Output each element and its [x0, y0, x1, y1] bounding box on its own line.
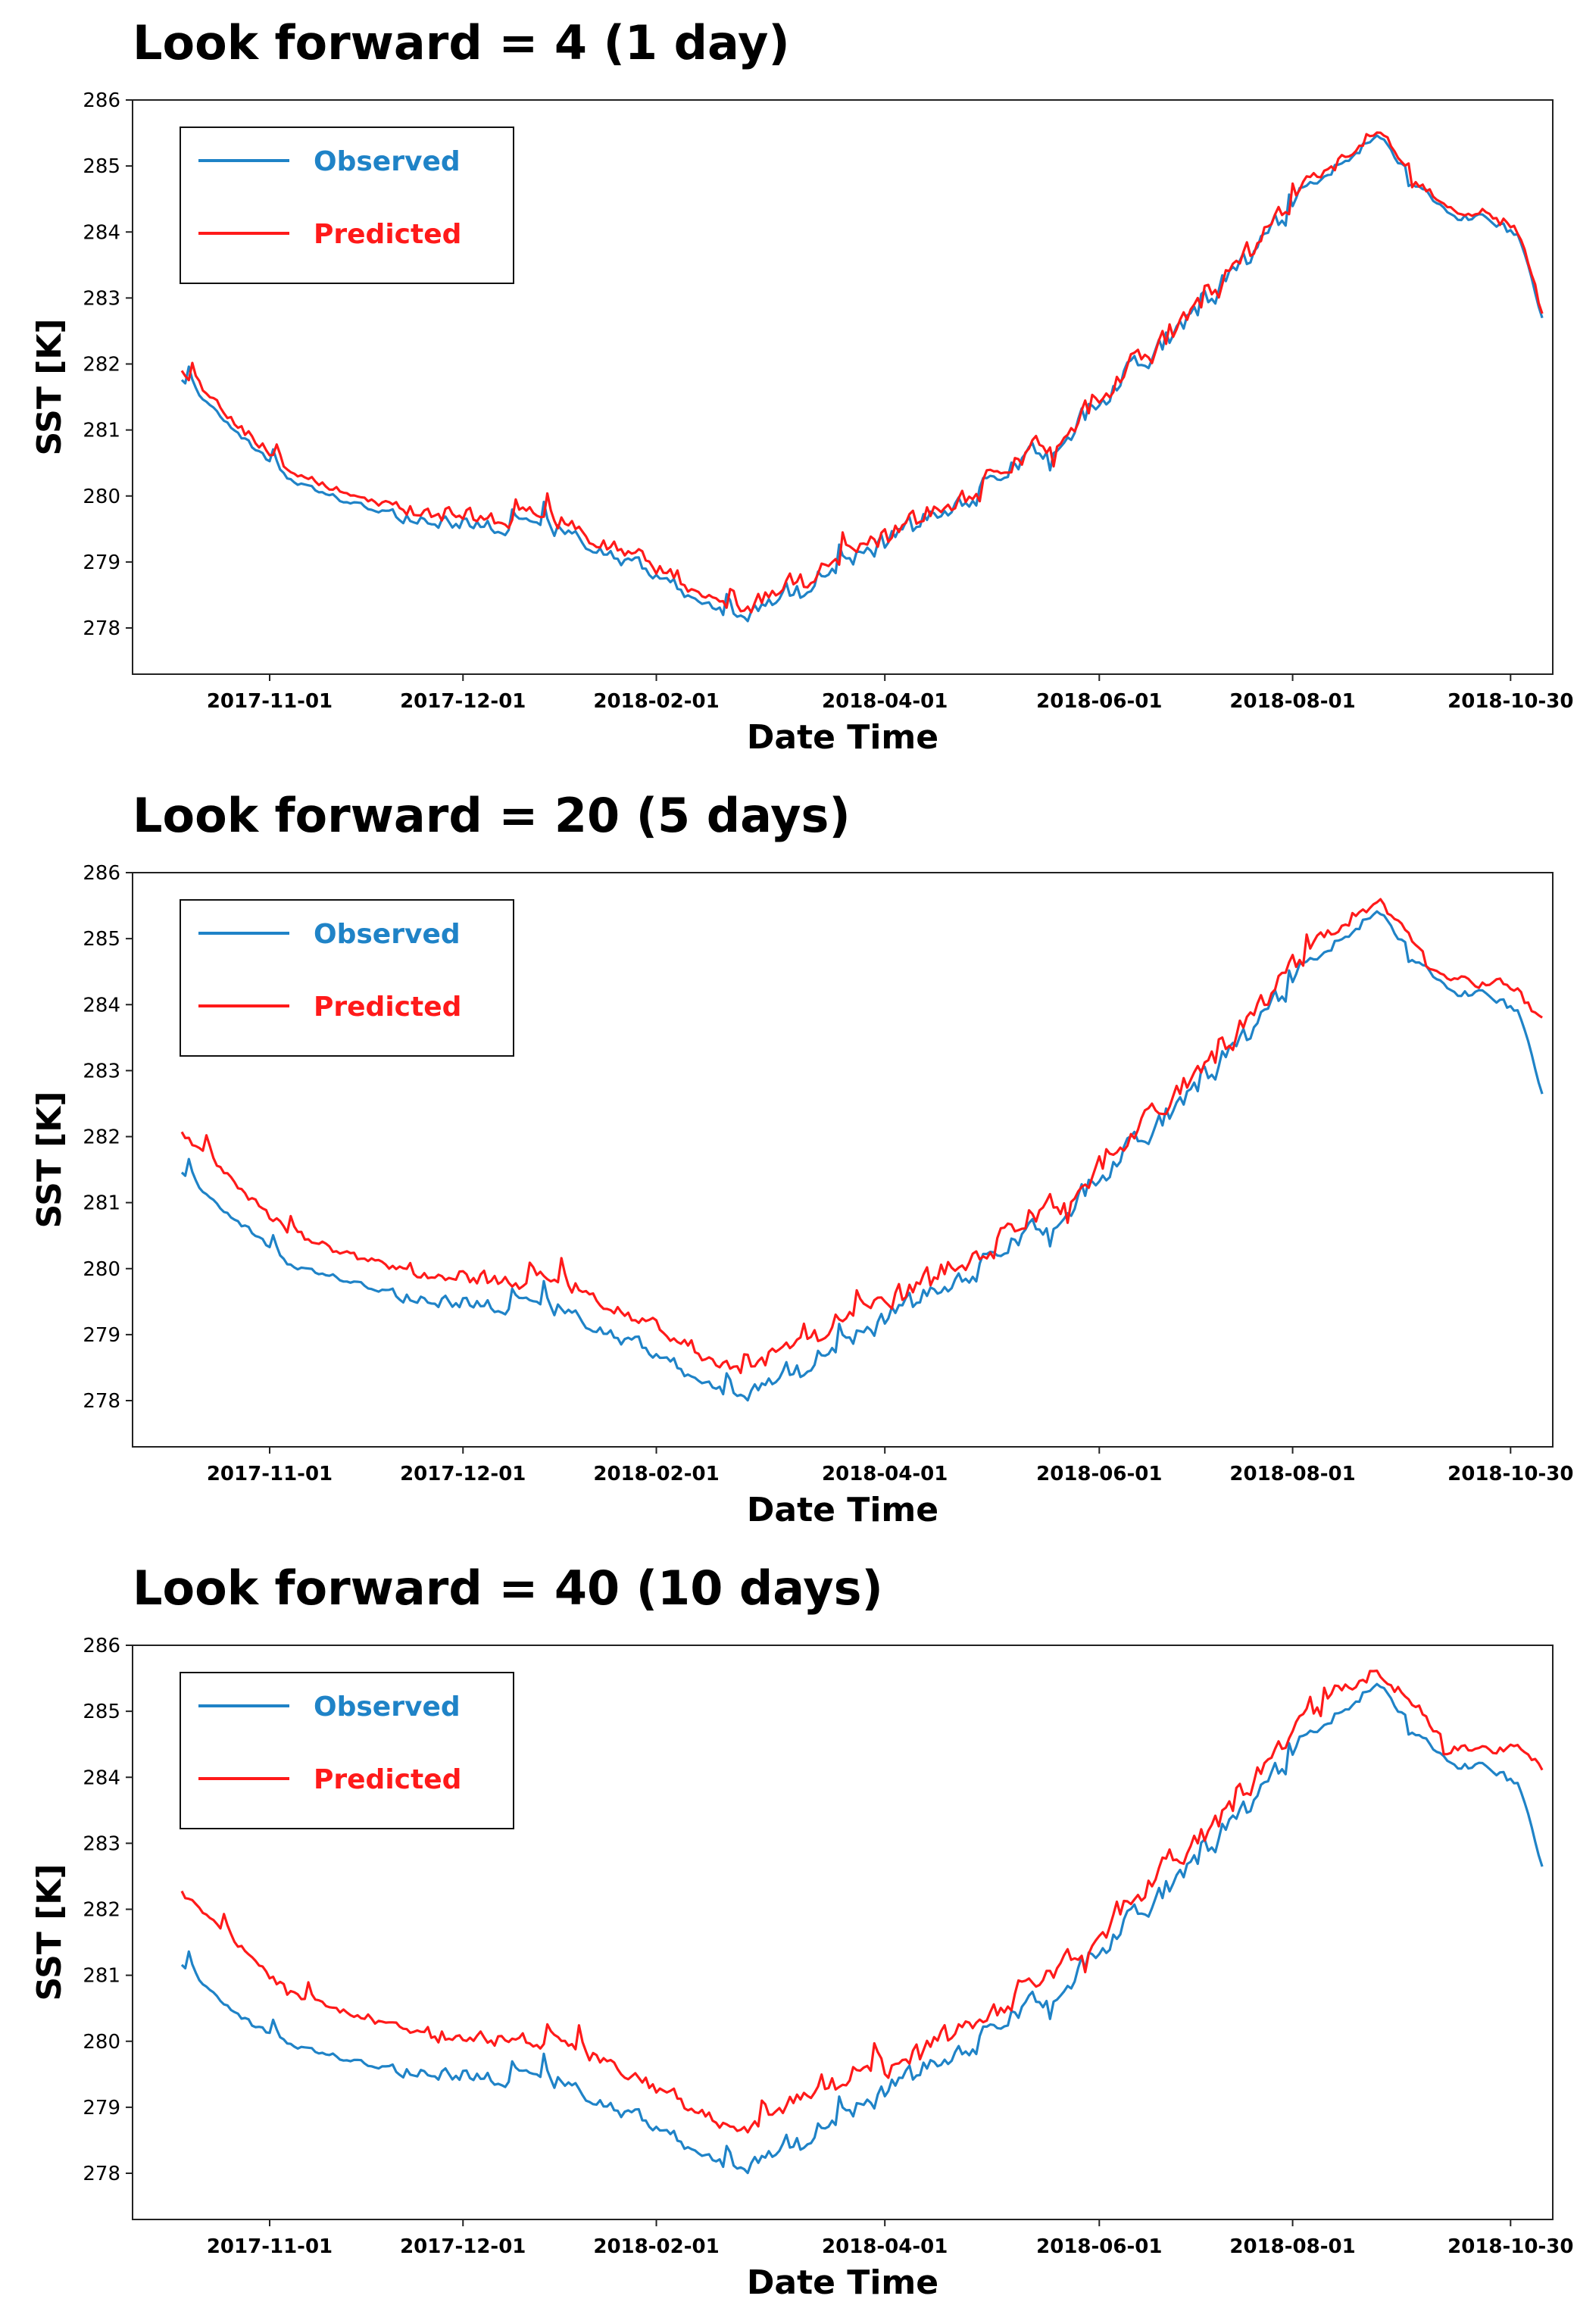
y-axis-label: SST [K] [30, 1863, 69, 2001]
y-tick-label: 284 [83, 1766, 120, 1789]
y-tick-label: 281 [83, 420, 120, 442]
x-tick-label: 2018-10-30 [1447, 690, 1573, 713]
y-tick-label: 278 [83, 1390, 120, 1413]
y-tick-label: 282 [83, 354, 120, 376]
legend-box [180, 1672, 514, 1829]
y-tick-label: 285 [83, 155, 120, 178]
x-tick-label: 2017-11-01 [207, 1463, 333, 1485]
chart-title: Look forward = 4 (1 day) [133, 15, 790, 70]
x-tick-label: 2018-04-01 [822, 1463, 948, 1485]
x-tick-label: 2018-10-30 [1447, 1463, 1573, 1485]
x-axis-label: Date Time [747, 1491, 938, 1529]
y-tick-label: 278 [83, 2163, 120, 2185]
x-tick-label: 2018-06-01 [1036, 690, 1162, 713]
y-axis-label: SST [K] [30, 1091, 69, 1228]
chart-title: Look forward = 40 (10 days) [133, 1560, 883, 1616]
x-axis-label: Date Time [747, 2263, 938, 2302]
y-tick-label: 286 [83, 1635, 120, 1657]
legend-label-predicted: Predicted [314, 219, 461, 250]
legend-label-predicted: Predicted [314, 1764, 461, 1795]
x-tick-label: 2018-02-01 [593, 690, 719, 713]
legend: Observed Predicted [180, 127, 514, 284]
x-tick-label: 2017-11-01 [207, 2235, 333, 2258]
series-line-observed [180, 1682, 1544, 2175]
legend: Observed Predicted [180, 899, 514, 1057]
x-tick-label: 2017-12-01 [400, 690, 526, 713]
x-tick-label: 2018-06-01 [1036, 2235, 1162, 2258]
y-tick-label: 279 [83, 2097, 120, 2119]
x-tick-label: 2018-10-30 [1447, 2235, 1573, 2258]
series-line-predicted [180, 131, 1544, 614]
line-chart: 278 279 280 281 282 283 284 285 286 2017-11-01 201… [30, 89, 1573, 757]
y-tick-label: 281 [83, 1192, 120, 1215]
legend: Observed Predicted [180, 1672, 514, 1829]
x-tick-label: 2017-12-01 [400, 2235, 526, 2258]
legend-box [180, 899, 514, 1057]
y-tick-label: 286 [83, 89, 120, 112]
x-tick-label: 2018-02-01 [593, 1463, 719, 1485]
y-tick-label: 285 [83, 1701, 120, 1723]
y-tick-label: 282 [83, 1126, 120, 1149]
chart-panel-1d: Look forward = 4 (1 day) 278 279 280 281 282… [0, 0, 1577, 773]
y-tick-label: 280 [83, 2031, 120, 2054]
y-tick-label: 279 [83, 551, 120, 574]
legend-label-observed: Observed [314, 1691, 461, 1723]
y-tick-label: 286 [83, 862, 120, 885]
y-tick-label: 284 [83, 994, 120, 1017]
series-line-observed [180, 910, 1544, 1402]
series-line-observed [180, 134, 1544, 623]
x-tick-label: 2018-08-01 [1229, 1463, 1355, 1485]
x-tick-label: 2017-12-01 [400, 1463, 526, 1485]
x-tick-label: 2018-08-01 [1229, 690, 1355, 713]
y-axis-label: SST [K] [30, 318, 69, 455]
x-axis-label: Date Time [747, 718, 938, 757]
x-tick-label: 2018-04-01 [822, 2235, 948, 2258]
y-tick-label: 283 [83, 1060, 120, 1082]
series-line-predicted [180, 1670, 1544, 2134]
x-tick-label: 2018-02-01 [593, 2235, 719, 2258]
line-chart: 278 279 280 281 282 283 284 285 286 2017-11-01 201… [30, 862, 1573, 1529]
legend-label-observed: Observed [314, 146, 461, 177]
y-tick-label: 280 [83, 486, 120, 508]
y-tick-label: 283 [83, 287, 120, 310]
y-tick-label: 283 [83, 1832, 120, 1855]
x-tick-label: 2018-06-01 [1036, 1463, 1162, 1485]
x-tick-label: 2018-08-01 [1229, 2235, 1355, 2258]
y-tick-label: 284 [83, 221, 120, 244]
chart-panel-10d: Look forward = 40 (10 days) 278 279 280 281… [0, 1545, 1577, 2318]
series-line-predicted [180, 898, 1543, 1375]
line-chart: 278 279 280 281 282 283 284 285 286 2017-11-01 201… [30, 1635, 1573, 2302]
chart-title: Look forward = 20 (5 days) [133, 788, 851, 843]
y-tick-label: 285 [83, 928, 120, 951]
y-tick-label: 278 [83, 617, 120, 640]
y-tick-label: 281 [83, 1965, 120, 1988]
y-tick-label: 280 [83, 1258, 120, 1281]
y-tick-label: 282 [83, 1899, 120, 1922]
chart-panel-5d: Look forward = 20 (5 days) 278 279 280 281 2… [0, 773, 1577, 1545]
legend-label-predicted: Predicted [314, 992, 461, 1023]
y-tick-label: 279 [83, 1324, 120, 1347]
x-tick-label: 2018-04-01 [822, 690, 948, 713]
legend-label-observed: Observed [314, 919, 461, 950]
legend-box [180, 127, 514, 284]
x-tick-label: 2017-11-01 [207, 690, 333, 713]
